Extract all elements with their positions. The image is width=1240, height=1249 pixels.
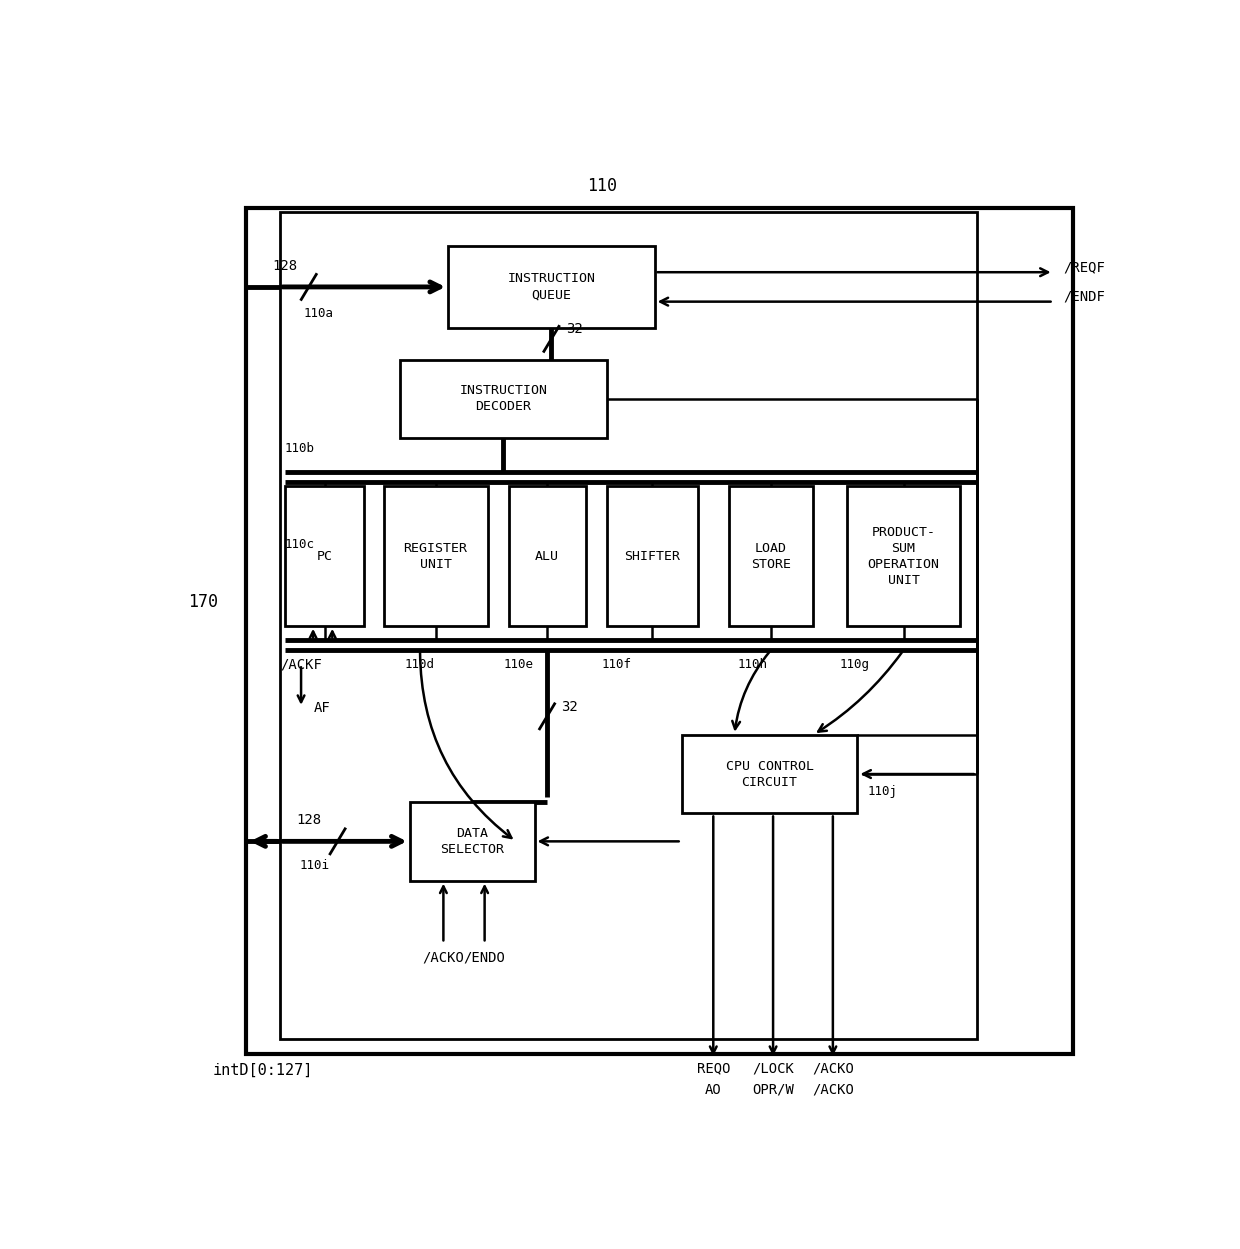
- Text: CPU CONTROL
CIRCUIT: CPU CONTROL CIRCUIT: [725, 759, 813, 788]
- Text: 32: 32: [565, 322, 583, 336]
- Text: /REQF: /REQF: [1063, 260, 1105, 275]
- Bar: [285, 486, 365, 626]
- Text: 110c: 110c: [285, 537, 315, 551]
- Text: AF: AF: [314, 701, 330, 714]
- Bar: [448, 246, 655, 327]
- Bar: [383, 486, 487, 626]
- Bar: [729, 486, 813, 626]
- Text: REGISTER
UNIT: REGISTER UNIT: [403, 542, 467, 571]
- Bar: [401, 360, 606, 438]
- Text: 110h: 110h: [737, 658, 768, 671]
- Text: DATA
SELECTOR: DATA SELECTOR: [440, 827, 505, 856]
- Text: AO: AO: [704, 1083, 722, 1097]
- Text: intD[0:127]: intD[0:127]: [213, 1063, 312, 1078]
- Text: /ACKF: /ACKF: [280, 657, 322, 672]
- Text: REQO: REQO: [697, 1062, 730, 1075]
- Text: 110: 110: [587, 177, 616, 195]
- Text: PC: PC: [316, 550, 332, 563]
- Text: 110g: 110g: [839, 658, 869, 671]
- Text: 110d: 110d: [404, 658, 434, 671]
- Text: 32: 32: [562, 699, 578, 713]
- Text: 128: 128: [296, 813, 321, 827]
- FancyArrowPatch shape: [818, 652, 901, 732]
- Text: /ACKO: /ACKO: [812, 1062, 854, 1075]
- Bar: [280, 212, 977, 1039]
- Text: 110i: 110i: [299, 859, 329, 872]
- Text: 110a: 110a: [304, 307, 334, 320]
- Text: 110b: 110b: [285, 441, 315, 455]
- Text: 110j: 110j: [867, 784, 897, 798]
- Text: /ACKO: /ACKO: [812, 1083, 854, 1097]
- Text: ALU: ALU: [536, 550, 559, 563]
- Text: SHIFTER: SHIFTER: [624, 550, 681, 563]
- Bar: [409, 802, 534, 881]
- Text: LOAD
STORE: LOAD STORE: [751, 542, 791, 571]
- Text: INSTRUCTION
DECODER: INSTRUCTION DECODER: [459, 385, 547, 413]
- Text: PRODUCT-
SUM
OPERATION
UNIT: PRODUCT- SUM OPERATION UNIT: [868, 526, 940, 587]
- Text: /ENDO: /ENDO: [464, 950, 506, 964]
- Bar: [606, 486, 698, 626]
- Text: INSTRUCTION
QUEUE: INSTRUCTION QUEUE: [507, 272, 595, 301]
- Text: OPR/W: OPR/W: [753, 1083, 794, 1097]
- Text: /ENDF: /ENDF: [1063, 290, 1105, 304]
- Bar: [682, 734, 858, 813]
- Text: 110f: 110f: [601, 658, 632, 671]
- Text: /LOCK: /LOCK: [753, 1062, 794, 1075]
- Bar: [847, 486, 960, 626]
- Bar: [508, 486, 585, 626]
- Text: 170: 170: [188, 593, 218, 611]
- Bar: [247, 207, 1073, 1054]
- FancyArrowPatch shape: [733, 652, 769, 729]
- Text: 128: 128: [272, 259, 298, 272]
- Text: /ACKO: /ACKO: [423, 950, 464, 964]
- FancyArrowPatch shape: [420, 653, 511, 838]
- Text: 110e: 110e: [503, 658, 534, 671]
